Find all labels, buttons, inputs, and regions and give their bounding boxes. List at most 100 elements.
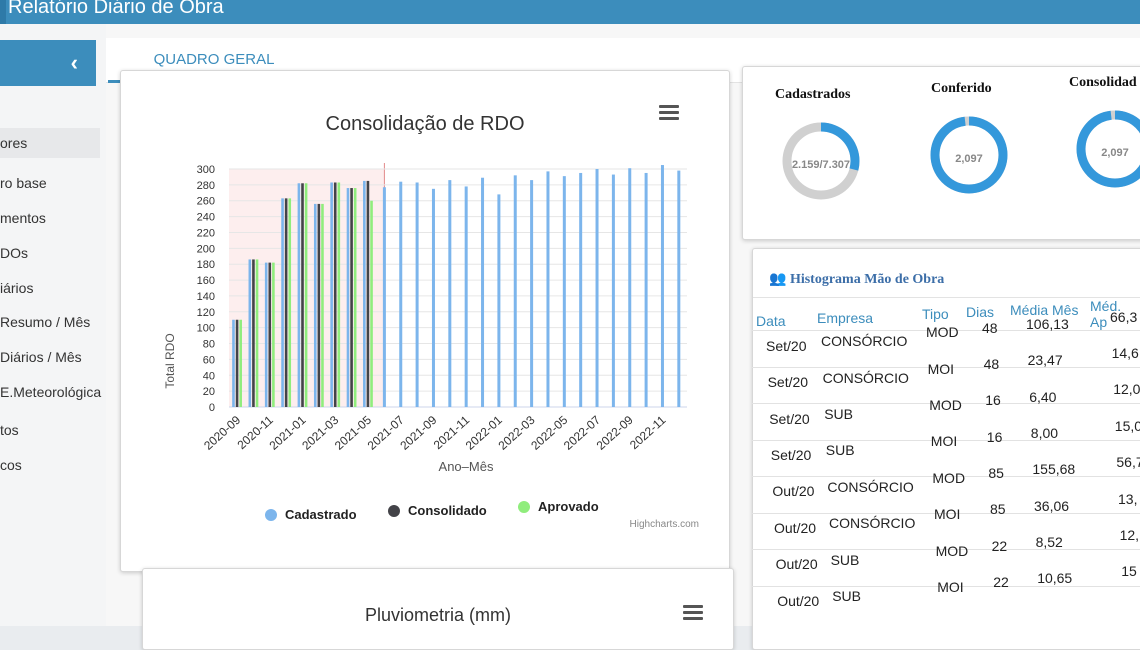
table-cell: Out/20 — [772, 483, 815, 500]
bar-consolidado[interactable] — [268, 262, 272, 407]
y-tick-label: 20 — [203, 386, 215, 398]
kpi-donut-conferido — [930, 116, 1008, 194]
bar-consolidado[interactable] — [366, 180, 370, 407]
bar-cadastrado[interactable] — [497, 194, 501, 407]
sidebar-item[interactable]: iários — [0, 273, 100, 303]
bar-cadastrado[interactable] — [248, 259, 252, 407]
y-tick-label: 80 — [203, 339, 215, 351]
table-cell: 66,3 — [1110, 308, 1138, 325]
kpi-value-conferido: 2,097 — [955, 153, 983, 165]
table-cell: MOI — [937, 578, 964, 595]
legend-swatch-consolidado — [388, 505, 400, 517]
bar-cadastrado[interactable] — [595, 169, 599, 407]
bar-cadastrado[interactable] — [644, 172, 648, 407]
bar-cadastrado[interactable] — [546, 171, 550, 407]
table-cell: Out/20 — [775, 556, 818, 573]
table-row-divider — [752, 439, 1140, 441]
bar-cadastrado[interactable] — [330, 182, 333, 407]
y-tick-label: 280 — [197, 180, 215, 192]
sidebar-item-label: ores — [0, 135, 28, 151]
bar-aprovado[interactable] — [288, 198, 292, 407]
bar-aprovado[interactable] — [337, 182, 341, 407]
table-cell: Set/20 — [767, 374, 809, 391]
legend-swatch-aprovado — [518, 501, 530, 513]
table-cell: CONSÓRCIO — [827, 478, 914, 495]
bar-consolidado[interactable] — [333, 182, 337, 407]
sidebar-item[interactable]: Diários / Mês — [0, 342, 100, 372]
bar-cadastrado[interactable] — [448, 180, 452, 407]
table-header-data[interactable]: Data — [756, 313, 786, 329]
table-row-divider — [752, 585, 1140, 587]
bar-cadastrado[interactable] — [232, 319, 235, 407]
bar-consolidado[interactable] — [350, 188, 353, 407]
bar-cadastrado[interactable] — [281, 198, 284, 407]
sidebar-item[interactable]: Resumo / Mês — [0, 307, 100, 337]
y-tick-label: 240 — [197, 212, 215, 224]
bar-cadastrado[interactable] — [628, 168, 632, 407]
bar-cadastrado[interactable] — [513, 175, 517, 407]
bar-cadastrado[interactable] — [660, 165, 664, 407]
sidebar-item[interactable]: ro base — [0, 168, 100, 198]
table-header-empresa[interactable]: Empresa — [817, 310, 874, 326]
y-tick-label: 0 — [209, 402, 215, 414]
bar-cadastrado[interactable] — [464, 186, 468, 407]
table-cell: MOI — [927, 360, 955, 377]
chart-credit[interactable]: Highcharts.com — [630, 519, 699, 530]
table-header-tipo[interactable]: Tipo — [922, 306, 949, 322]
sidebar-item-label: Diários / Mês — [0, 349, 82, 365]
bar-cadastrado[interactable] — [579, 172, 583, 407]
bar-cadastrado[interactable] — [363, 180, 366, 407]
bar-aprovado[interactable] — [321, 203, 324, 407]
table-cell: MOI — [934, 506, 961, 523]
table-cell: 48 — [983, 356, 1000, 372]
table-header-media-mes[interactable]: Média Mês — [1010, 302, 1079, 318]
sidebar-item[interactable]: DOs — [0, 238, 100, 268]
bar-cadastrado[interactable] — [530, 180, 534, 407]
bar-consolidado[interactable] — [284, 198, 288, 407]
bar-consolidado[interactable] — [235, 319, 239, 407]
bar-cadastrado[interactable] — [481, 177, 485, 407]
sidebar-item[interactable]: cos — [0, 450, 100, 480]
bar-consolidado[interactable] — [317, 203, 321, 407]
bar-aprovado[interactable] — [353, 188, 357, 407]
bar-aprovado[interactable] — [239, 319, 242, 407]
x-tick-label: 2022-09 — [594, 413, 636, 453]
chart-menu-icon[interactable] — [659, 105, 679, 121]
sidebar-item[interactable]: ores — [0, 128, 100, 158]
bar-cadastrado[interactable] — [346, 188, 350, 407]
table-header-med-ap[interactable]: Méd. Ap — [1090, 298, 1122, 330]
users-icon: 👥 — [769, 272, 787, 287]
sidebar-collapse-button[interactable]: ‹ — [0, 40, 96, 86]
bar-cadastrado[interactable] — [677, 170, 681, 407]
bar-cadastrado[interactable] — [264, 262, 268, 407]
bar-cadastrado[interactable] — [399, 181, 403, 407]
histogram-card: 👥 Histograma Mão de Obra — [752, 248, 1140, 650]
table-cell: SUB — [832, 587, 861, 604]
sidebar-item[interactable]: mentos — [0, 203, 100, 233]
bar-cadastrado[interactable] — [313, 203, 317, 407]
legend-item-cadastrado: Cadastrado — [285, 507, 357, 522]
bar-aprovado[interactable] — [370, 200, 373, 407]
bar-aprovado[interactable] — [304, 183, 308, 407]
y-tick-label: 180 — [197, 259, 215, 271]
donut-progress — [930, 116, 1008, 194]
bar-aprovado[interactable] — [272, 262, 275, 407]
pluvio-menu-icon[interactable] — [683, 605, 703, 621]
bar-cadastrado[interactable] — [382, 187, 386, 407]
bar-consolidado[interactable] — [252, 259, 255, 407]
bar-cadastrado[interactable] — [431, 188, 435, 407]
bar-aprovado[interactable] — [255, 259, 259, 407]
bar-cadastrado[interactable] — [297, 183, 301, 407]
bar-cadastrado[interactable] — [611, 174, 615, 407]
sidebar-item[interactable]: tos — [0, 415, 100, 445]
table-cell: Set/20 — [766, 338, 807, 354]
table-header-dias[interactable]: Dias — [966, 304, 995, 320]
y-tick-label: 220 — [197, 227, 215, 239]
table-row-divider — [752, 403, 1140, 404]
bar-consolidado[interactable] — [301, 183, 304, 407]
pluvio-title: Pluviometria (mm) — [364, 605, 511, 625]
bar-cadastrado[interactable] — [415, 182, 419, 407]
table-cell: CONSÓRCIO — [822, 369, 909, 386]
bar-cadastrado[interactable] — [562, 176, 566, 407]
sidebar-item[interactable]: E.Meteorológica — [0, 377, 101, 407]
